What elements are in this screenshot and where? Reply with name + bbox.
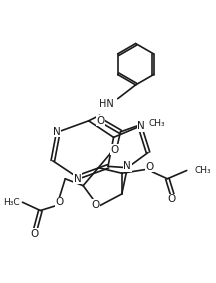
Text: CH₃: CH₃	[148, 119, 165, 128]
Text: O: O	[167, 194, 176, 205]
Text: O: O	[111, 145, 119, 155]
Text: N: N	[74, 174, 82, 184]
Text: O: O	[145, 162, 154, 172]
Text: N: N	[124, 161, 131, 171]
Text: HN: HN	[99, 99, 114, 109]
Text: CH₃: CH₃	[195, 166, 212, 175]
Text: O: O	[31, 229, 39, 239]
Text: O: O	[97, 116, 105, 126]
Text: N: N	[137, 121, 145, 131]
Text: O: O	[56, 197, 64, 207]
Text: H₃C: H₃C	[3, 198, 20, 207]
Text: N: N	[53, 127, 61, 137]
Text: O: O	[91, 200, 99, 210]
